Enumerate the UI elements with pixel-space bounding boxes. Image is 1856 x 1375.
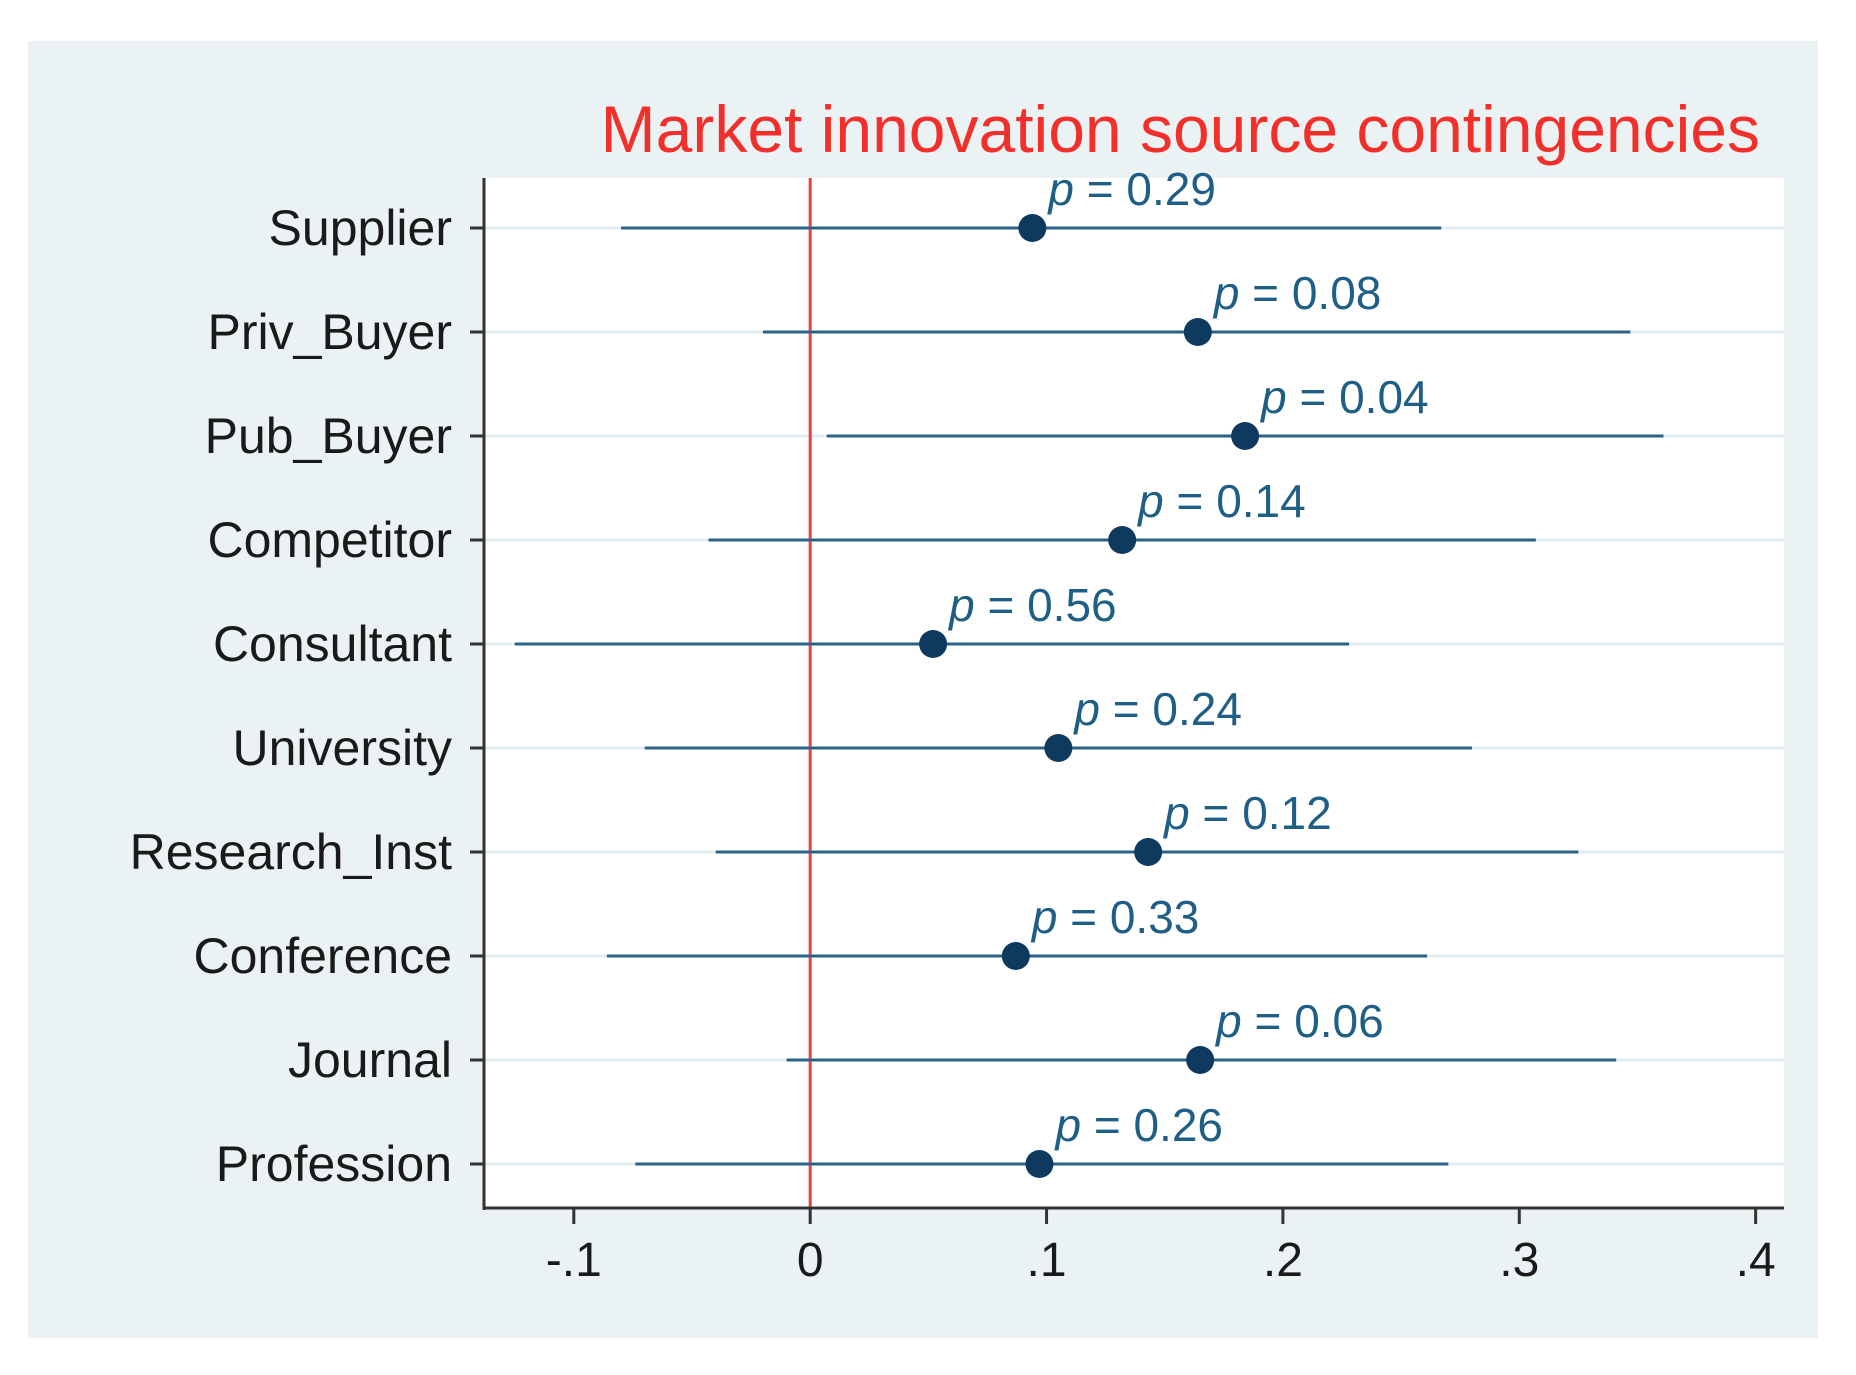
category-label: Journal (288, 1032, 452, 1088)
p-value-label: p = 0.14 (1136, 475, 1306, 527)
plot-area (484, 178, 1784, 1208)
p-value-label: p = 0.12 (1162, 787, 1332, 839)
x-tick-label: .2 (1263, 1234, 1303, 1287)
x-tick-labels: -.1 0 .1 .2 .3 .4 (546, 1234, 1776, 1287)
p-value-label: p = 0.04 (1259, 371, 1429, 423)
p-value-labels: p = 0.29 p = 0.08 p = 0.04 p = 0.14 p = 0.56… (947, 163, 1429, 1151)
estimate-marker (1186, 1046, 1215, 1074)
category-label: Competitor (207, 512, 452, 568)
x-tick-label: 0 (797, 1234, 824, 1287)
axes (470, 178, 1784, 1224)
chart-title: Market innovation source contingencies (601, 92, 1760, 166)
estimate-marker (1183, 318, 1212, 346)
estimate-marker (1231, 422, 1260, 450)
category-labels: Supplier Priv_Buyer Pub_Buyer Competitor Con… (130, 200, 452, 1192)
p-value-label: p = 0.24 (1072, 683, 1242, 735)
category-label: Conference (194, 928, 453, 984)
estimate-marker (1044, 734, 1073, 762)
estimate-marker (1001, 942, 1030, 970)
p-value-label: p = 0.56 (947, 579, 1117, 631)
category-label: Research_Inst (130, 824, 452, 880)
category-label: Consultant (213, 616, 452, 672)
estimate-marker (1134, 838, 1163, 866)
estimate-marker (1018, 214, 1047, 242)
category-label: Pub_Buyer (205, 408, 452, 464)
estimate-marker (919, 630, 948, 658)
p-value-label: p = 0.33 (1030, 891, 1200, 943)
x-tick-label: .3 (1499, 1234, 1539, 1287)
estimate-marker (1108, 526, 1137, 554)
p-value-label: p = 0.08 (1212, 267, 1382, 319)
category-label: Priv_Buyer (207, 304, 452, 360)
p-value-label: p = 0.29 (1046, 163, 1216, 215)
category-label: Profession (216, 1136, 452, 1192)
estimate-marker (1025, 1150, 1054, 1178)
estimate-markers (919, 214, 1260, 1178)
x-tick-label: .1 (1027, 1234, 1067, 1287)
p-value-label: p = 0.06 (1214, 995, 1384, 1047)
category-label: University (233, 720, 452, 776)
x-tick-label: -.1 (546, 1234, 602, 1287)
category-label: Supplier (269, 200, 452, 256)
p-value-label: p = 0.26 (1053, 1099, 1223, 1151)
x-tick-label: .4 (1736, 1234, 1776, 1287)
